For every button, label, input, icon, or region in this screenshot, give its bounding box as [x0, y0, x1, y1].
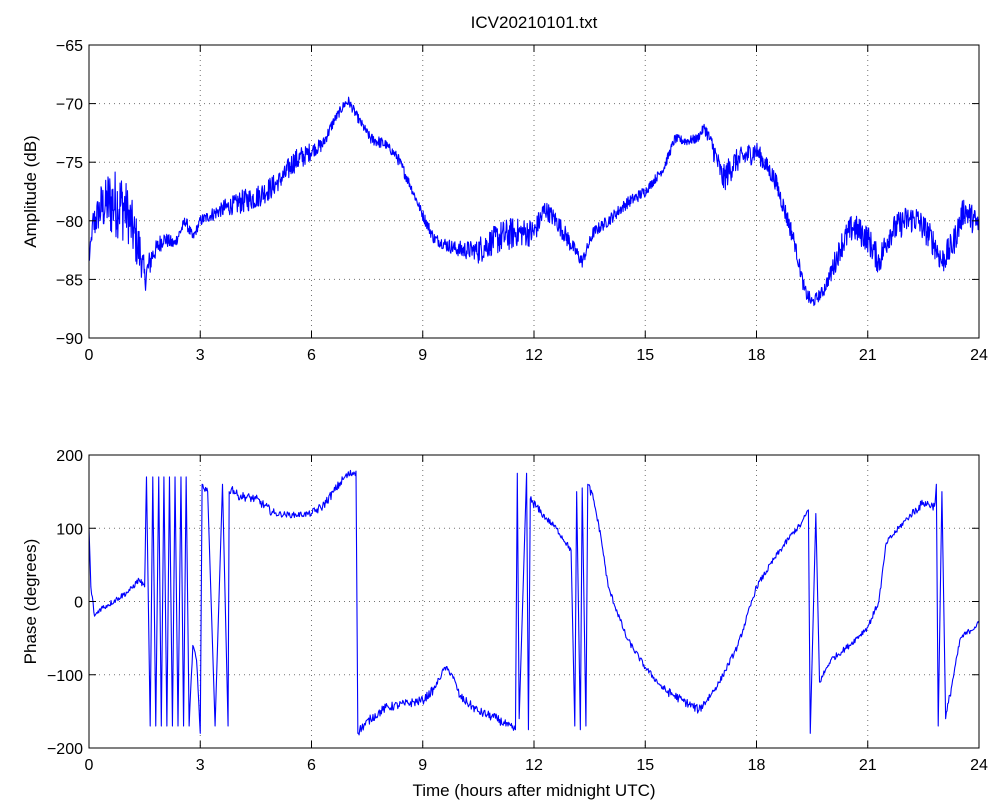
amplitude-xtick-label: 6: [307, 347, 316, 364]
chart-title: ICV20210101.txt: [471, 13, 598, 32]
amplitude-xtick-label: 9: [418, 347, 427, 364]
phase-xtick-label: 0: [85, 757, 94, 774]
phase-ytick-label: 100: [56, 521, 83, 538]
phase-xlabel: Time (hours after midnight UTC): [412, 781, 655, 800]
phase-ticks: 0 3 6 9 12 15 18 21 24 −200 −100 0 100 200: [47, 448, 988, 774]
amplitude-ytick-label: −70: [56, 97, 83, 114]
phase-ytick-label: 200: [56, 448, 83, 465]
phase-axes: 0 3 6 9 12 15 18 21 24 −200 −100 0 100 200 Phase (deg…: [21, 448, 988, 800]
phase-grid: [89, 455, 979, 748]
phase-ytick-label: 0: [74, 595, 83, 612]
phase-ytick-label: −200: [47, 741, 83, 758]
phase-xtick-label: 9: [418, 757, 427, 774]
phase-xtick-label: 21: [859, 757, 877, 774]
phase-series-line: [88, 469, 980, 736]
amplitude-ytick-label: −85: [56, 272, 83, 289]
phase-xtick-label: 3: [196, 757, 205, 774]
amplitude-axes: 0 3 6 9 12 15 18 21 24 −90 −85 −80 −75 −70 −65 Amplitu…: [21, 38, 988, 364]
phase-xtick-label: 24: [970, 757, 988, 774]
amplitude-series-line: [88, 96, 980, 307]
phase-xtick-label: 12: [525, 757, 543, 774]
amplitude-ytick-label: −65: [56, 38, 83, 55]
phase-xtick-label: 15: [636, 757, 654, 774]
amplitude-xtick-label: 21: [859, 347, 877, 364]
amplitude-xtick-label: 24: [970, 347, 988, 364]
amplitude-series-layer: [88, 96, 980, 307]
amplitude-xtick-label: 3: [196, 347, 205, 364]
phase-xtick-label: 18: [748, 757, 766, 774]
phase-xtick-label: 6: [307, 757, 316, 774]
amplitude-ytick-label: −90: [56, 331, 83, 348]
amplitude-ytick-label: −75: [56, 155, 83, 172]
amplitude-ticks: 0 3 6 9 12 15 18 21 24 −90 −85 −80 −75 −70 −65: [56, 38, 988, 364]
phase-ylabel: Phase (degrees): [21, 539, 40, 665]
phase-ytick-label: −100: [47, 668, 83, 685]
amplitude-xtick-label: 18: [748, 347, 766, 364]
amplitude-xtick-label: 0: [85, 347, 94, 364]
amplitude-ytick-label: −80: [56, 214, 83, 231]
amplitude-xtick-label: 15: [636, 347, 654, 364]
phase-series-layer: [88, 469, 980, 736]
amplitude-xtick-label: 12: [525, 347, 543, 364]
amplitude-ylabel: Amplitude (dB): [21, 135, 40, 247]
amplitude-grid: [89, 45, 979, 338]
